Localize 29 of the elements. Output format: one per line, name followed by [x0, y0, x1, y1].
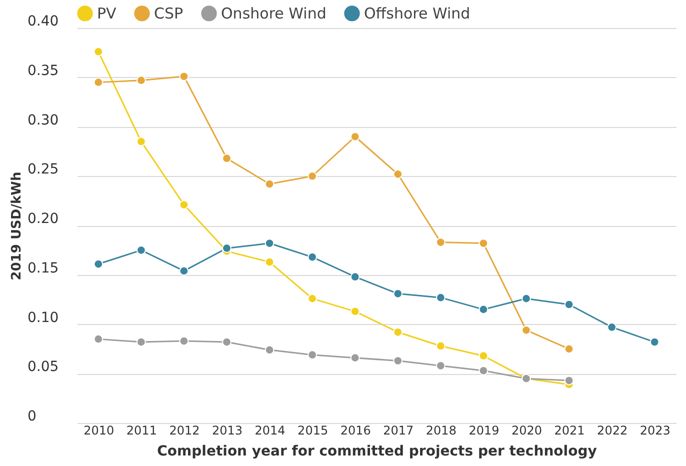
y-tick-label: 0.40 — [28, 14, 59, 30]
y-tick-label: 0.15 — [28, 260, 59, 276]
x-tick-label: 2014 — [254, 424, 286, 438]
x-tick-label: 2022 — [597, 424, 628, 438]
legend-label: CSP — [154, 4, 184, 22]
x-tick-label: 2018 — [426, 424, 456, 438]
x-tick-label: 2011 — [126, 424, 157, 438]
x-tick-label: 2019 — [468, 424, 500, 438]
y-tick-label: 0.20 — [28, 211, 59, 227]
y-tick-label: 0.25 — [28, 162, 59, 178]
legend-label: PV — [97, 4, 118, 22]
x-tick-label: 2013 — [212, 424, 243, 438]
y-tick-label: 0.10 — [28, 310, 59, 326]
legend-label: Offshore Wind — [364, 4, 470, 22]
y-tick-label: 0.35 — [28, 62, 59, 79]
x-tick-label: 2010 — [84, 424, 114, 438]
x-tick-label: 2017 — [383, 424, 414, 438]
x-tick-label: 2015 — [298, 424, 328, 438]
x-axis-title: Completion year for committed projects per technology — [157, 444, 597, 460]
x-tick-label: 2021 — [554, 424, 585, 438]
y-tick-label: 0.05 — [28, 359, 59, 376]
legend-label: Onshore Wind — [221, 4, 326, 22]
x-tick-label: 2020 — [511, 424, 542, 438]
x-tick-label: 2023 — [640, 424, 670, 438]
y-axis-title: 2019 USD/kWh — [10, 172, 24, 280]
y-tick-label: 0 — [28, 408, 36, 424]
x-tick-label: 2016 — [340, 424, 371, 438]
y-tick-label: 0.30 — [28, 112, 59, 128]
x-tick-label: 2012 — [169, 424, 200, 438]
